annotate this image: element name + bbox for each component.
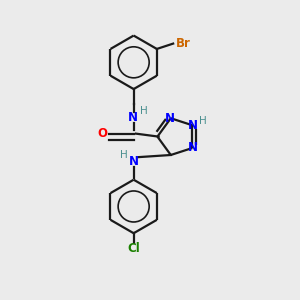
Text: H: H	[120, 150, 128, 161]
Text: N: N	[165, 112, 175, 125]
Text: Br: Br	[176, 37, 190, 50]
Text: N: N	[129, 155, 139, 168]
Text: H: H	[140, 106, 147, 116]
Text: Cl: Cl	[127, 242, 140, 255]
Text: N: N	[188, 142, 197, 154]
Text: N: N	[128, 111, 138, 124]
Text: H: H	[199, 116, 207, 126]
Text: N: N	[188, 119, 197, 132]
Text: O: O	[98, 127, 108, 140]
